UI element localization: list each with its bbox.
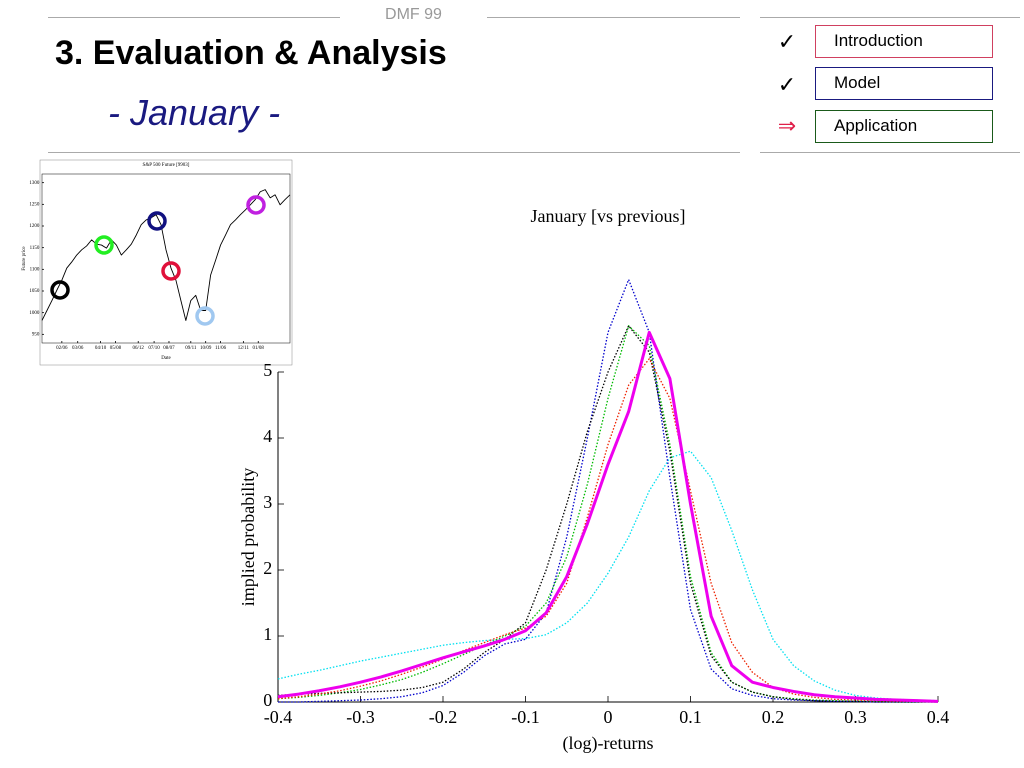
y-tick-label: 0 <box>263 690 272 710</box>
y-tick-label: 1000 <box>29 311 40 316</box>
x-axis-label: Date <box>161 356 171 361</box>
marker <box>161 261 181 281</box>
header-rule <box>760 17 1020 18</box>
slide-subtitle: - January - <box>108 92 281 133</box>
nav-item[interactable]: Model <box>815 67 993 100</box>
x-tick-label: 09/11 <box>185 346 197 351</box>
y-tick-label: 1050 <box>29 289 40 294</box>
event-markers <box>50 195 266 326</box>
marker <box>147 211 167 231</box>
chart-title: January [vs previous] <box>531 206 686 226</box>
x-axis-label: (log)-returns <box>563 733 654 754</box>
data-line <box>277 330 939 703</box>
y-tick-label: 1150 <box>30 246 40 251</box>
x-tick-label: -0.4 <box>264 707 293 727</box>
data-line <box>278 278 938 703</box>
y-tick-label: 2 <box>263 558 272 578</box>
header-rule <box>760 152 1020 153</box>
x-tick-label: -0.3 <box>346 707 375 727</box>
x-tick-label: -0.1 <box>511 707 540 727</box>
marker <box>195 306 215 326</box>
data-line <box>277 450 939 702</box>
y-tick-label: 1250 <box>29 202 40 207</box>
header-rule <box>48 152 740 153</box>
data-line <box>277 325 938 703</box>
x-tick-label: 0.4 <box>927 707 950 727</box>
x-tick-label: 10/09 <box>200 346 212 351</box>
x-tick-label: 08/07 <box>163 346 175 351</box>
y-tick-label: 1 <box>263 624 272 644</box>
y-tick-label: 1300 <box>29 181 40 186</box>
x-tick-label: 06/12 <box>133 346 145 351</box>
data-line <box>277 358 939 703</box>
x-tick-label: 0 <box>604 707 613 727</box>
y-axis-label: Future price <box>22 246 27 271</box>
x-tick-label: 04/10 <box>95 346 107 351</box>
marker <box>94 235 114 255</box>
x-tick-label: 02/06 <box>56 346 68 351</box>
nav-item[interactable]: Application <box>815 110 993 143</box>
header-rule <box>48 17 340 18</box>
y-tick-label: 3 <box>263 492 272 512</box>
header-rule <box>487 17 740 18</box>
y-tick-label: 1200 <box>29 224 40 229</box>
y-tick-label: 1100 <box>30 267 40 272</box>
y-tick-label: 5 <box>263 360 272 380</box>
nav-item[interactable]: Introduction <box>815 25 993 58</box>
marker <box>246 195 266 215</box>
y-tick-label: 950 <box>32 332 40 337</box>
inset-frame <box>39 159 293 366</box>
x-tick-label: 03/06 <box>72 346 84 351</box>
conference: DMF 99 <box>385 6 442 23</box>
x-tick-label: -0.2 <box>429 707 458 727</box>
nav-mark: ✓ <box>777 73 797 98</box>
x-tick-label: 0.1 <box>679 707 702 727</box>
x-tick-label: 05/08 <box>110 346 122 351</box>
nav-mark: ⇒ <box>777 114 797 139</box>
slide-title: 3. Evaluation & Analysis <box>55 34 447 72</box>
x-tick-label: 0.2 <box>762 707 785 727</box>
x-tick-label: 07/10 <box>148 346 160 351</box>
plot-frame <box>41 173 291 344</box>
y-axis-label: implied probability <box>238 468 258 606</box>
nav-mark: ✓ <box>777 30 797 55</box>
chart-title: S&P 500 Future [9903] <box>143 163 190 168</box>
x-tick-label: 12/11 <box>238 346 250 351</box>
x-tick-label: 0.3 <box>844 707 867 727</box>
marker <box>50 280 70 300</box>
y-tick-label: 4 <box>263 426 272 446</box>
data-line <box>277 325 938 703</box>
x-tick-label: 11/06 <box>215 346 227 351</box>
x-tick-label: 01/08 <box>253 346 265 351</box>
